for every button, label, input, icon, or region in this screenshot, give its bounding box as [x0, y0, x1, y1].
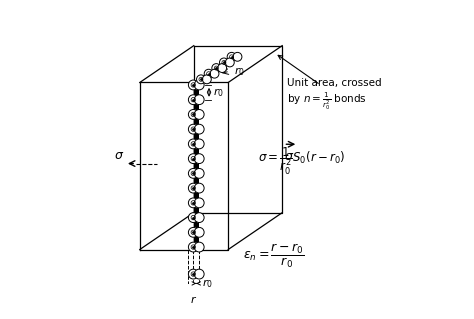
Circle shape — [202, 75, 211, 84]
Circle shape — [219, 58, 228, 67]
Circle shape — [194, 168, 204, 178]
Circle shape — [188, 95, 198, 105]
Circle shape — [188, 183, 198, 193]
Circle shape — [188, 242, 198, 252]
Circle shape — [188, 154, 198, 164]
Text: $\sigma$: $\sigma$ — [114, 149, 124, 162]
Text: $\sigma = \dfrac{1}{r_0^2} S_0 \left(r - r_0\right)$: $\sigma = \dfrac{1}{r_0^2} S_0 \left(r -… — [258, 145, 345, 177]
Circle shape — [188, 213, 198, 223]
Circle shape — [210, 69, 219, 78]
Circle shape — [194, 213, 204, 223]
Circle shape — [194, 109, 204, 119]
Circle shape — [194, 95, 204, 105]
Circle shape — [194, 242, 204, 252]
Circle shape — [188, 109, 198, 119]
Circle shape — [233, 52, 242, 61]
Text: $\epsilon_n = \dfrac{r - r_0}{r_0}$: $\epsilon_n = \dfrac{r - r_0}{r_0}$ — [243, 241, 304, 270]
Circle shape — [188, 80, 198, 90]
Circle shape — [227, 52, 236, 61]
Circle shape — [188, 139, 198, 149]
Text: Unit area, crossed
by $n = \frac{1}{r_0^2}$ bonds: Unit area, crossed by $n = \frac{1}{r_0^… — [278, 55, 382, 112]
Text: $r_0$: $r_0$ — [213, 86, 224, 99]
Circle shape — [194, 183, 204, 193]
Circle shape — [194, 154, 204, 164]
Circle shape — [194, 124, 204, 134]
Circle shape — [218, 64, 227, 72]
Circle shape — [188, 198, 198, 208]
Text: $r_0$: $r_0$ — [201, 277, 213, 290]
Circle shape — [188, 269, 198, 279]
Text: $r$: $r$ — [190, 294, 197, 305]
Circle shape — [188, 124, 198, 134]
Circle shape — [194, 227, 204, 237]
Circle shape — [194, 139, 204, 149]
Text: $r_0$: $r_0$ — [234, 65, 245, 78]
Circle shape — [226, 58, 234, 67]
Circle shape — [188, 227, 198, 237]
Circle shape — [212, 64, 221, 72]
Text: $\sigma$: $\sigma$ — [284, 150, 295, 163]
Circle shape — [197, 75, 205, 84]
Circle shape — [194, 198, 204, 208]
Circle shape — [194, 269, 204, 279]
Circle shape — [204, 69, 213, 78]
Circle shape — [188, 168, 198, 178]
Circle shape — [194, 80, 204, 90]
